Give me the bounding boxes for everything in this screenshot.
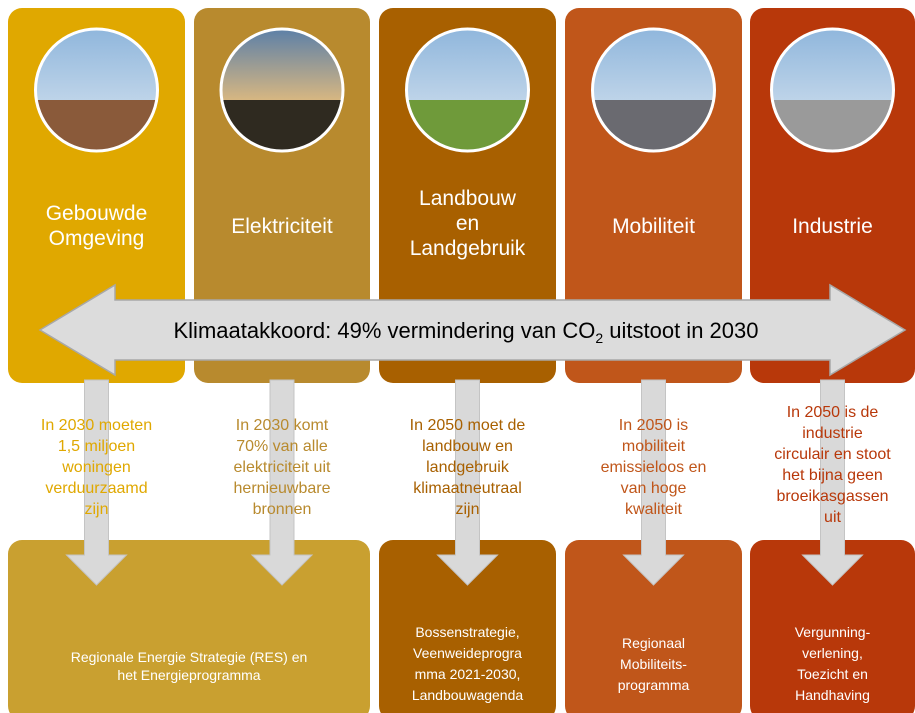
photo [220, 28, 344, 152]
column-title: Industrie [792, 215, 873, 238]
goal-text-line: emissieloos en [601, 459, 707, 476]
goal-text-line: mobiliteit [622, 438, 686, 455]
photo [771, 28, 895, 152]
column-title-line: Omgeving [49, 227, 145, 250]
banner-text: Klimaatakkoord: 49% vermindering van CO2… [174, 318, 759, 346]
goal-text-line: bronnen [253, 501, 312, 518]
column-title: Elektriciteit [231, 215, 333, 238]
goal-text-line: industrie [802, 425, 863, 442]
program-text-line: Mobiliteits- [620, 656, 687, 672]
program-text-line: Regionale Energie Strategie (RES) en [71, 649, 308, 665]
program-text-line: programma [618, 677, 690, 693]
goal-text-line: elektriciteit uit [234, 459, 331, 476]
goal-text-line: landgebruik [426, 459, 510, 476]
column-title-line: Landgebruik [410, 237, 526, 260]
goal-text-line: broeikasgassen [776, 488, 888, 505]
goal-text-line: kwaliteit [625, 501, 682, 518]
goal-text-line: woningen [61, 459, 131, 476]
program-text-line: Veenweideprogra [413, 645, 522, 661]
program-text-line: verlening, [802, 645, 863, 661]
goal-text-line: van hoge [621, 480, 687, 497]
goal-text-line: landbouw en [422, 438, 513, 455]
goal-text-line: zijn [455, 501, 479, 518]
goal-text-line: In 2050 is de [787, 404, 879, 421]
program-text: Regionaal Mobiliteits-programma [618, 635, 690, 693]
photo [592, 28, 716, 152]
goal-text-line: hernieuwbare [234, 480, 331, 497]
column-title-line: Landbouw [419, 187, 517, 210]
program-text-line: mma 2021-2030, [415, 666, 521, 682]
infographic: GebouwdeOmgevingElektriciteitLandbouwenL… [0, 0, 915, 713]
goal-text-line: zijn [84, 501, 108, 518]
program-text-line: Handhaving [795, 687, 870, 703]
program-box [8, 540, 370, 713]
column-title-line: Gebouwde [46, 202, 148, 225]
program-text-line: Toezicht en [797, 666, 868, 682]
goal-text-line: 1,5 miljoen [58, 438, 135, 455]
program-text-line: Vergunning- [795, 624, 871, 640]
photo [35, 28, 159, 152]
goal-text-line: het bijna geen [782, 467, 883, 484]
goal-text: In 2050 moet de landbouw en landgebruik kli… [410, 417, 526, 518]
column-title: Mobiliteit [612, 215, 695, 238]
program-text-line: Landbouwagenda [412, 687, 524, 703]
goal-text-line: In 2050 is [619, 417, 688, 434]
photo [406, 28, 530, 152]
goal-text: In 2030 komt 70% van alle elektriciteit ui… [234, 417, 331, 518]
goal-text-line: 70% van alle [236, 438, 328, 455]
column-title-line: Elektriciteit [231, 215, 333, 238]
column-title-line: Industrie [792, 215, 873, 238]
goal-text: In 2050 is mobiliteit emissieloos en van ho… [601, 417, 707, 518]
program-text-line: Regionaal [622, 635, 685, 651]
program-text-line: Bossenstrategie, [415, 624, 519, 640]
goal-text-line: klimaatneutraal [413, 480, 522, 497]
column-title-line: en [456, 212, 479, 235]
goal-text-line: verduurzaamd [45, 480, 147, 497]
goal-text-line: In 2030 moeten [41, 417, 152, 434]
column-title-line: Mobiliteit [612, 215, 695, 238]
goal-text-line: In 2050 moet de [410, 417, 526, 434]
program-text-line: het Energieprogramma [117, 667, 260, 683]
banner-part: uitstoot in 2030 [603, 318, 758, 343]
goal-text-line: In 2030 komt [236, 417, 329, 434]
goal-text: In 2030 moeten 1,5 miljoen woningen verduur… [41, 417, 152, 518]
goal-text-line: circulair en stoot [774, 446, 891, 463]
goal-text-line: uit [824, 509, 841, 526]
banner-subscript: 2 [595, 330, 603, 346]
banner-part: Klimaatakkoord: 49% vermindering van CO [174, 318, 596, 343]
